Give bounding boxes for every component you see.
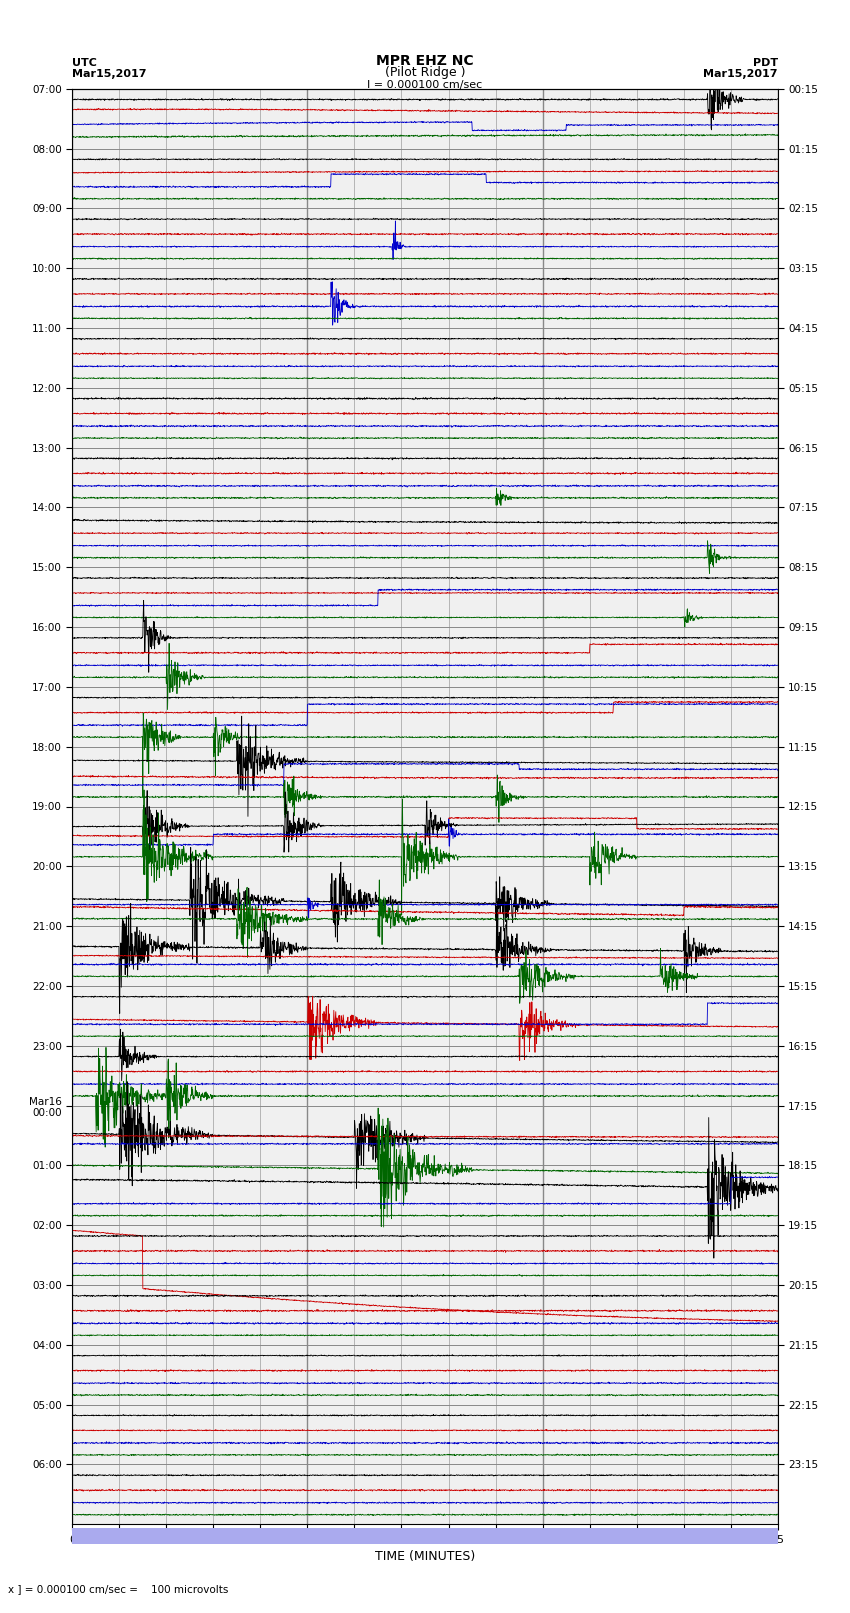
Text: Mar15,2017: Mar15,2017 — [703, 69, 778, 79]
Text: MPR EHZ NC: MPR EHZ NC — [377, 53, 473, 68]
X-axis label: TIME (MINUTES): TIME (MINUTES) — [375, 1550, 475, 1563]
Text: Mar15,2017: Mar15,2017 — [72, 69, 147, 79]
Text: I = 0.000100 cm/sec: I = 0.000100 cm/sec — [367, 81, 483, 90]
Text: x ] = 0.000100 cm/sec =    100 microvolts: x ] = 0.000100 cm/sec = 100 microvolts — [8, 1584, 229, 1594]
Text: PDT: PDT — [752, 58, 778, 68]
Text: UTC: UTC — [72, 58, 97, 68]
Text: (Pilot Ridge ): (Pilot Ridge ) — [385, 66, 465, 79]
